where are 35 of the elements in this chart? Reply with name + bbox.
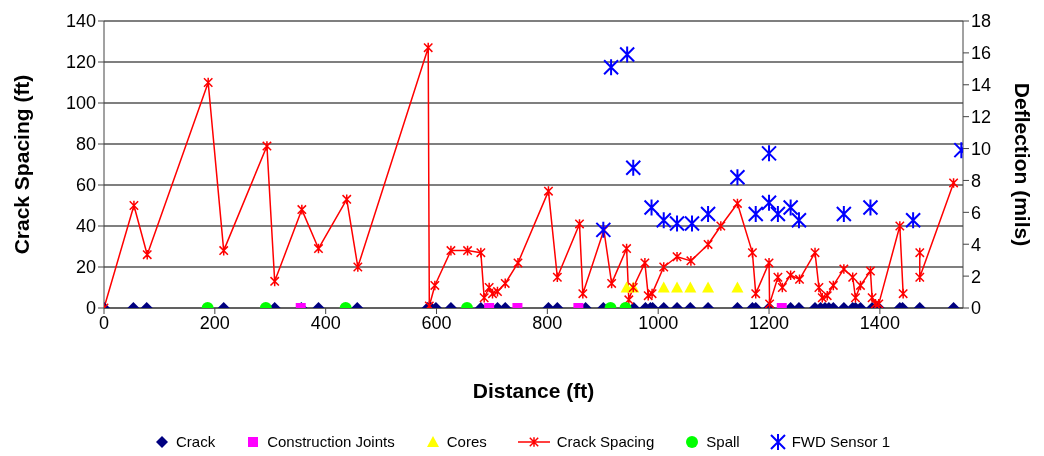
y2-tick-label: 0: [971, 298, 982, 319]
x-tick-label: 400: [310, 312, 341, 333]
x-tick-label: 0: [98, 312, 110, 333]
y2-tick-label: 8: [971, 170, 982, 191]
y2-tick-label: 16: [971, 43, 992, 64]
y-tick-label: 0: [85, 298, 96, 319]
y-tick-label: 140: [65, 11, 96, 32]
y-tick-label: 80: [75, 134, 96, 155]
y2-tick-label: 2: [971, 266, 982, 287]
y-tick-label: 20: [75, 257, 96, 278]
x-tick-label: 1000: [638, 312, 679, 333]
x-tick-label: 1200: [749, 312, 790, 333]
y2-tick-label: 18: [971, 11, 992, 32]
legend-label: Spall: [706, 433, 740, 450]
y-tick-label: 60: [75, 175, 96, 196]
legend-label: Construction Joints: [267, 433, 395, 450]
y2-axis-title: Deflection (mils): [1010, 82, 1034, 247]
y2-tick-label: 12: [971, 107, 992, 128]
y-tick-label: 120: [65, 52, 96, 73]
y-tick-label: 40: [75, 216, 96, 237]
y2-tick-label: 4: [971, 234, 982, 255]
y2-tick-label: 10: [971, 138, 992, 159]
y2-tick-label: 6: [971, 202, 982, 223]
legend-label: Cores: [446, 433, 487, 450]
x-tick-label: 800: [532, 312, 563, 333]
y-tick-label: 100: [65, 93, 96, 114]
y-axis-title: Crack Spacing (ft): [10, 74, 34, 255]
y2-tick-label: 14: [971, 75, 992, 96]
legend-label: FWD Sensor 1: [791, 433, 890, 450]
x-tick-label: 200: [199, 312, 230, 333]
legend-label: Crack Spacing: [556, 433, 655, 450]
x-tick-label: 600: [421, 312, 452, 333]
x-axis-title: Distance (ft): [472, 379, 595, 402]
x-tick-label: 1400: [859, 312, 900, 333]
legend-label: Crack: [175, 433, 216, 450]
